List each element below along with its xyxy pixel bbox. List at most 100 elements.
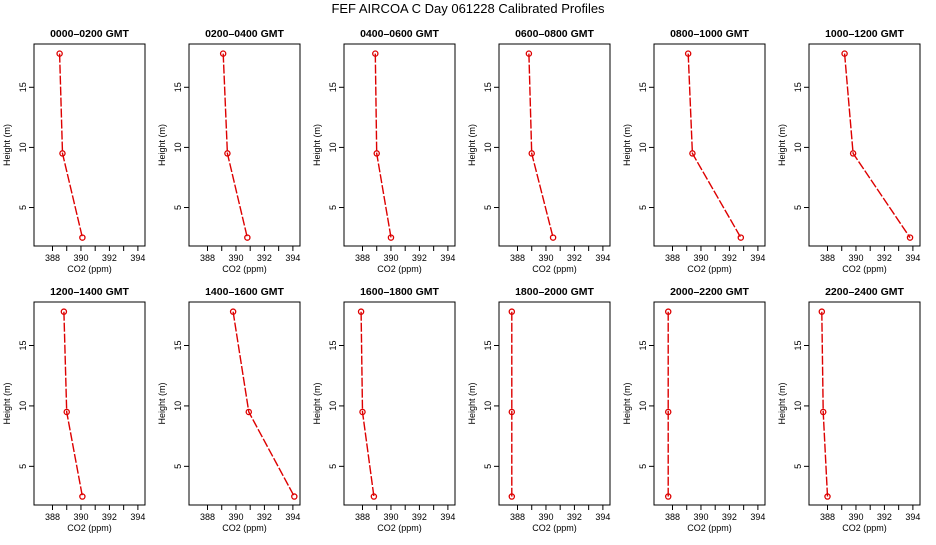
series-line (222, 53, 248, 238)
panel-title: 0600–0800 GMT (515, 28, 594, 40)
data-point (373, 150, 380, 157)
panel-10: 1800–2000 GMT 388 390 392 394 5 10 15 CO2 (ppm) H… (467, 286, 611, 533)
x-tick-label: 394 (285, 253, 300, 263)
x-axis-label: CO2 (ppm) (67, 523, 112, 533)
y-tick-label: 10 (173, 401, 183, 411)
plot-frame (498, 43, 611, 247)
y-tick-label: 10 (18, 401, 28, 411)
plot-frame (808, 301, 921, 506)
y-tick-label: 10 (328, 142, 338, 152)
plot-frame (33, 43, 146, 247)
x-tick-label: 394 (130, 253, 145, 263)
y-tick-label: 15 (173, 340, 183, 350)
x-tick-label: 392 (567, 253, 582, 263)
x-tick-label: 390 (848, 512, 863, 522)
x-tick-label: 392 (257, 253, 272, 263)
y-tick-label: 5 (328, 205, 338, 210)
x-axis-label: CO2 (ppm) (67, 264, 112, 274)
panel-title: 1400–1600 GMT (205, 286, 284, 298)
x-tick-label: 388 (200, 253, 215, 263)
data-point (906, 234, 914, 241)
x-axis-label: CO2 (ppm) (377, 523, 422, 533)
y-axis-label: Height (m) (777, 382, 787, 424)
x-tick-label: 388 (355, 512, 370, 522)
panel-1: 0000–0200 GMT 388 390 392 394 5 10 15 CO2 (ppm) H… (2, 28, 146, 274)
series-line (528, 53, 554, 238)
y-axis-label: Height (m) (157, 124, 167, 166)
x-tick-label: 388 (665, 512, 680, 522)
series-line (360, 311, 375, 497)
x-tick-label: 392 (722, 512, 737, 522)
panel-title: 2000–2200 GMT (670, 286, 749, 298)
panel-8: 1400–1600 GMT 388 390 392 394 5 10 15 CO2 (ppm) H… (157, 286, 301, 533)
y-tick-label: 5 (18, 464, 28, 469)
data-point (370, 493, 378, 500)
y-tick-label: 15 (173, 82, 183, 92)
y-axis-label: Height (m) (622, 124, 632, 166)
plot-frame (498, 301, 611, 506)
data-point (824, 493, 831, 500)
plot-frame (653, 43, 766, 247)
data-point (387, 234, 395, 241)
x-tick-label: 394 (905, 253, 920, 263)
panel-11: 2000–2200 GMT 388 390 392 394 5 10 15 CO2 (ppm) H… (622, 286, 766, 533)
data-point (359, 408, 366, 416)
data-point (229, 308, 237, 315)
data-point (684, 50, 692, 57)
x-tick-label: 394 (285, 512, 300, 522)
x-tick-label: 394 (750, 512, 765, 522)
x-tick-label: 394 (440, 512, 455, 522)
x-tick-label: 388 (820, 512, 835, 522)
series-line (687, 53, 742, 238)
y-tick-label: 15 (18, 340, 28, 350)
x-tick-label: 392 (722, 253, 737, 263)
x-axis-label: CO2 (ppm) (532, 264, 577, 274)
y-tick-label: 10 (483, 401, 493, 411)
panel-title: 1200–1400 GMT (50, 286, 129, 298)
x-tick-label: 390 (228, 512, 243, 522)
data-point (664, 308, 672, 315)
x-tick-label: 388 (45, 512, 60, 522)
x-tick-label: 392 (257, 512, 272, 522)
x-tick-label: 388 (355, 253, 370, 263)
series-line (843, 53, 911, 238)
y-tick-label: 10 (638, 142, 648, 152)
x-tick-label: 392 (412, 253, 427, 263)
x-tick-label: 394 (595, 512, 610, 522)
data-point (841, 50, 848, 57)
data-point (528, 150, 535, 157)
data-point (849, 150, 857, 157)
panel-title: 1000–1200 GMT (825, 28, 904, 40)
y-tick-label: 15 (793, 340, 803, 350)
data-point (291, 493, 298, 500)
y-tick-label: 5 (328, 464, 338, 469)
data-point (819, 408, 827, 416)
data-point (525, 50, 533, 57)
x-axis-label: CO2 (ppm) (687, 523, 732, 533)
y-axis-label: Height (m) (467, 124, 477, 166)
panel-5: 0800–1000 GMT 388 390 392 394 5 10 15 CO2 (ppm) H… (622, 28, 766, 274)
panel-title: 1800–2000 GMT (515, 286, 594, 298)
panel-title: 2200–2400 GMT (825, 286, 904, 298)
x-tick-label: 388 (510, 253, 525, 263)
panel-2: 0200–0400 GMT 388 390 392 394 5 10 15 CO2 (ppm) H… (157, 28, 301, 274)
x-axis-label: CO2 (ppm) (222, 264, 267, 274)
data-point (508, 408, 516, 416)
y-tick-label: 10 (793, 142, 803, 152)
panel-9: 1600–1800 GMT 388 390 392 394 5 10 15 CO2 (ppm) H… (312, 286, 456, 533)
x-tick-label: 394 (440, 253, 455, 263)
panel-title: 0400–0600 GMT (360, 28, 439, 40)
y-tick-label: 10 (483, 142, 493, 152)
data-point (63, 408, 70, 416)
panel-6: 1000–1200 GMT 388 390 392 394 5 10 15 CO2 (ppm) H… (777, 28, 921, 274)
y-tick-label: 15 (483, 82, 493, 92)
y-tick-label: 5 (173, 205, 183, 210)
data-point (689, 150, 696, 157)
x-tick-label: 388 (510, 512, 525, 522)
x-tick-label: 394 (595, 253, 610, 263)
x-tick-label: 390 (383, 512, 398, 522)
x-tick-label: 390 (383, 253, 398, 263)
y-tick-label: 10 (793, 401, 803, 411)
x-axis-label: CO2 (ppm) (532, 523, 577, 533)
panel-title: 1600–1800 GMT (360, 286, 439, 298)
